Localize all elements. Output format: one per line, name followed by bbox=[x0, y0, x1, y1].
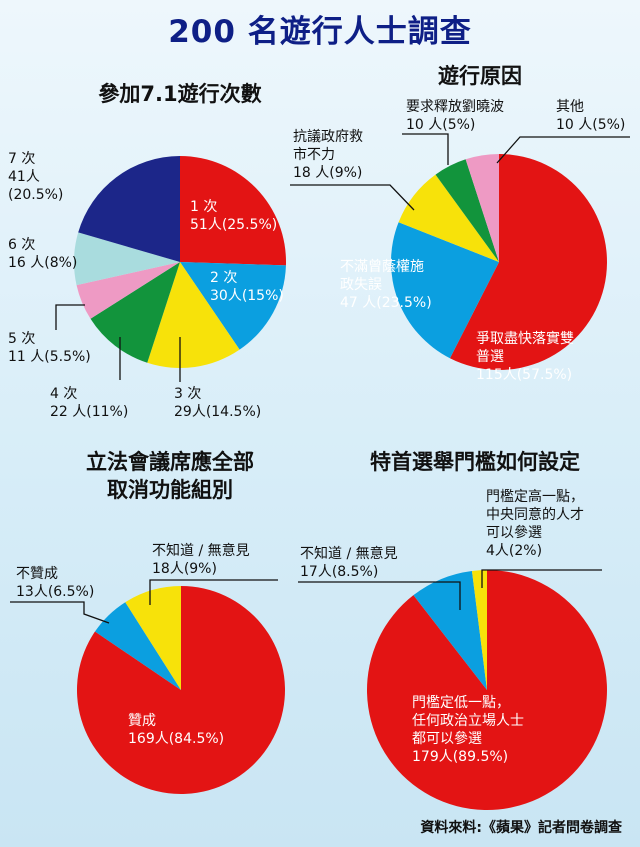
pie-chart-1 bbox=[73, 156, 287, 368]
chart1-title: 參加7.1遊行次數 bbox=[98, 82, 262, 106]
pie-slice-c2-s2 bbox=[390, 222, 499, 359]
label-c3-s3: 不知道 / 無意見 18人(9%) bbox=[152, 543, 250, 577]
chart4-title: 特首選舉門檻如何設定 bbox=[370, 450, 580, 474]
pie-slice-c2-s3 bbox=[398, 174, 499, 262]
pie-slice-c1-s2 bbox=[180, 262, 286, 350]
leader-line-c4-s3 bbox=[481, 569, 602, 588]
label-c4-s2: 不知道 / 無意見 17人(8.5%) bbox=[300, 546, 398, 580]
pie-slice-c1-s5 bbox=[76, 262, 180, 319]
leader-line-c4-s2 bbox=[298, 581, 461, 610]
pie-slice-c1-s4 bbox=[90, 262, 180, 363]
label-c1-s4: 4 次 22 人(11%) bbox=[50, 386, 129, 420]
pie-slice-c1-s1 bbox=[180, 156, 287, 266]
label-c1-s5: 5 次 11 人(5.5%) bbox=[8, 331, 91, 365]
label-c2-s4: 要求釋放劉曉波 10 人(5%) bbox=[406, 99, 504, 133]
leader-line-c2-s4 bbox=[402, 133, 449, 165]
label-c4-s3: 門檻定高一點， 中央同意的人才 可以參選 4人(2%) bbox=[486, 489, 584, 559]
label-c2-s5: 其他 10 人(5%) bbox=[556, 99, 626, 133]
label-c1-s2: 2 次 30人(15%) bbox=[210, 270, 284, 304]
label-c4-s1: 門檻定低一點， 任何政治立場人士 都可以參選 179人(89.5%) bbox=[412, 695, 524, 765]
leader-line-c3-s3 bbox=[149, 579, 278, 605]
chart3-title: 立法會議席應全部 取消功能組別 bbox=[86, 450, 254, 502]
leader-line-c2-s3 bbox=[290, 184, 415, 211]
source-note: 資料來料:《蘋果》記者問卷調查 bbox=[420, 820, 622, 836]
label-c1-s7: 7 次 41人 (20.5%) bbox=[8, 151, 64, 203]
label-c2-s2: 不滿曾蔭權施 政失誤 47 人(23.5%) bbox=[340, 259, 432, 311]
leader-line-c1-s5 bbox=[55, 304, 85, 330]
pie-slice-c4-s1 bbox=[366, 570, 607, 811]
pie-slice-c2-s5 bbox=[465, 154, 499, 262]
pie-slice-c3-s3 bbox=[125, 586, 181, 690]
pie-chart-3 bbox=[76, 586, 285, 794]
label-c1-s1: 1 次 51人(25.5%) bbox=[190, 199, 278, 233]
pie-slice-c3-s2 bbox=[94, 602, 181, 690]
pie-chart-2 bbox=[390, 154, 607, 370]
pie-slice-c3-s1 bbox=[76, 586, 285, 794]
label-c2-s1: 爭取盡快落實雙 普選 115人(57.5%) bbox=[476, 331, 574, 383]
leader-line-c3-s2 bbox=[10, 601, 110, 624]
pie-slice-c2-s1 bbox=[449, 154, 607, 370]
pie-slice-c1-s6 bbox=[73, 232, 180, 286]
pie-slice-c1-s3 bbox=[147, 262, 240, 368]
page-title: 200 名遊行人士調查 bbox=[168, 14, 472, 50]
pie-slice-c1-s7 bbox=[78, 156, 180, 262]
label-c1-s6: 6 次 16 人(8%) bbox=[8, 237, 78, 271]
chart2-title: 遊行原因 bbox=[438, 64, 522, 88]
leader-line-c2-s5 bbox=[496, 136, 630, 164]
label-c3-s1: 贊成 169人(84.5%) bbox=[128, 713, 225, 747]
pie-chart-4 bbox=[366, 570, 607, 811]
pie-slice-c4-s3 bbox=[471, 570, 487, 690]
label-c3-s2: 不贊成 13人(6.5%) bbox=[16, 566, 95, 600]
label-c1-s3: 3 次 29人(14.5%) bbox=[174, 386, 262, 420]
label-c2-s3: 抗議政府救 市不力 18 人(9%) bbox=[293, 129, 363, 181]
pie-slice-c2-s4 bbox=[435, 159, 499, 262]
pie-slice-c4-s2 bbox=[413, 570, 487, 690]
